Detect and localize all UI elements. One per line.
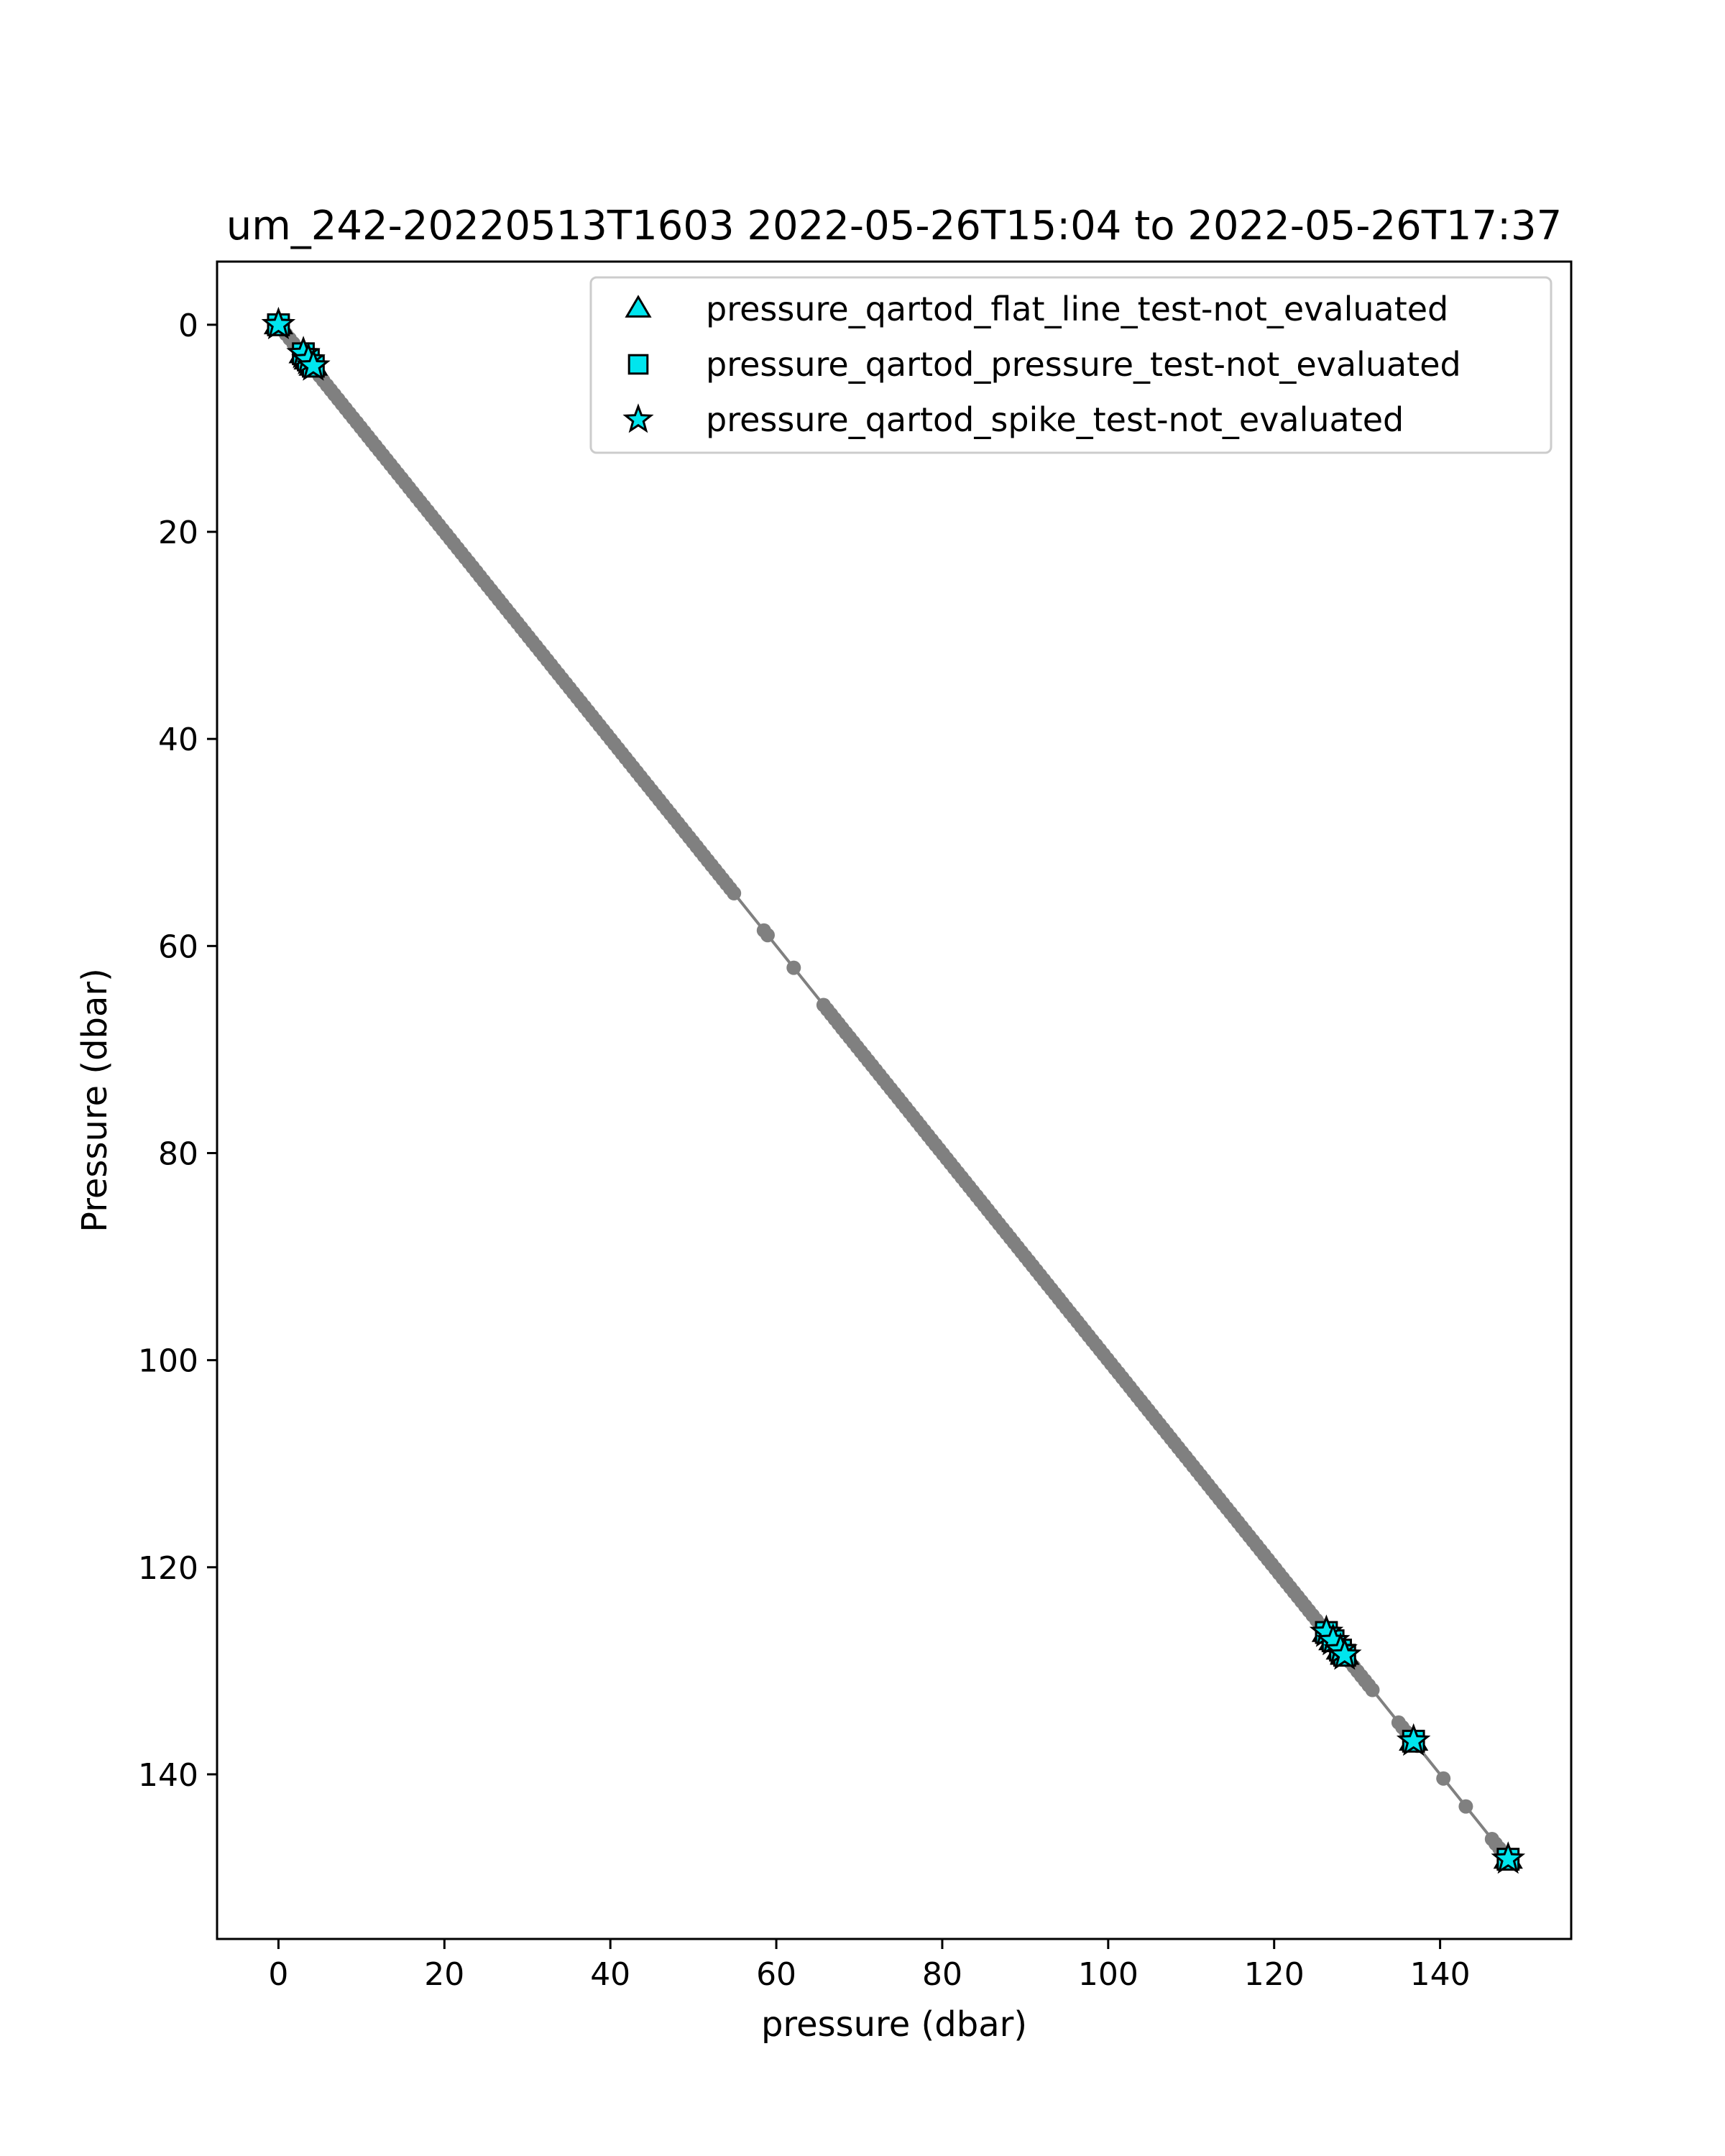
y-tick-label: 40 [158,722,198,758]
pressure-profile [271,317,1514,1865]
x-axis-label: pressure (dbar) [761,2004,1027,2045]
star-flag-point [296,348,331,381]
legend-star-marker [622,403,654,433]
legend-label: pressure_qartod_pressure_test-not_evalua… [706,345,1461,384]
qartod-flag-markers [261,306,1526,1874]
axes-frame [216,260,1573,1940]
y-axis-ticks: 0 20 40 60 80 100 120 140 [138,308,217,1794]
y-tick-label: 20 [158,515,198,551]
profile-point [1365,1682,1380,1697]
x-tick-label: 80 [922,1956,962,1993]
y-tick-label: 60 [158,929,198,965]
x-tick-label: 20 [424,1956,464,1993]
star-flag-point [1396,1723,1431,1756]
x-tick-label: 0 [268,1956,288,1993]
legend-box [589,276,1552,454]
chart-title: um_242-20220513T1603 2022-05-26T15:04 to… [226,203,1563,249]
legend-triangle-marker [625,295,652,318]
star-flag-point [1491,1841,1526,1874]
y-tick-label: 80 [158,1135,198,1172]
profile-point [760,928,775,943]
x-tick-label: 60 [756,1956,796,1993]
profile-point [1458,1799,1473,1814]
star-flag-point [261,306,296,340]
legend-label: pressure_qartod_flat_line_test-not_evalu… [706,290,1448,328]
legend-square-marker [627,354,649,375]
legend: pressure_qartod_flat_line_test-not_evalu… [589,276,1552,454]
x-tick-label: 120 [1244,1956,1305,1993]
legend-entry: pressure_qartod_flat_line_test-not_evalu… [625,290,1448,328]
profile-point [786,960,801,975]
y-tick-label: 0 [178,308,198,344]
y-axis-label: Pressure (dbar) [75,968,115,1233]
y-tick-label: 100 [138,1343,198,1380]
star-flag-point [1328,1637,1362,1670]
y-tick-label: 140 [138,1757,198,1794]
y-tick-label: 120 [138,1550,198,1587]
x-axis-ticks: 0 20 40 60 80 100 120 140 [268,1939,1471,1993]
plot-area [216,260,1573,1940]
legend-entry: pressure_qartod_pressure_test-not_evalua… [627,345,1461,384]
profile-point [727,885,742,900]
x-tick-label: 140 [1410,1956,1471,1993]
legend-entry: pressure_qartod_spike_test-not_evaluated [622,400,1404,439]
profile-point [1436,1771,1451,1786]
x-tick-label: 100 [1078,1956,1138,1993]
legend-label: pressure_qartod_spike_test-not_evaluated [706,400,1404,439]
x-tick-label: 40 [590,1956,630,1993]
